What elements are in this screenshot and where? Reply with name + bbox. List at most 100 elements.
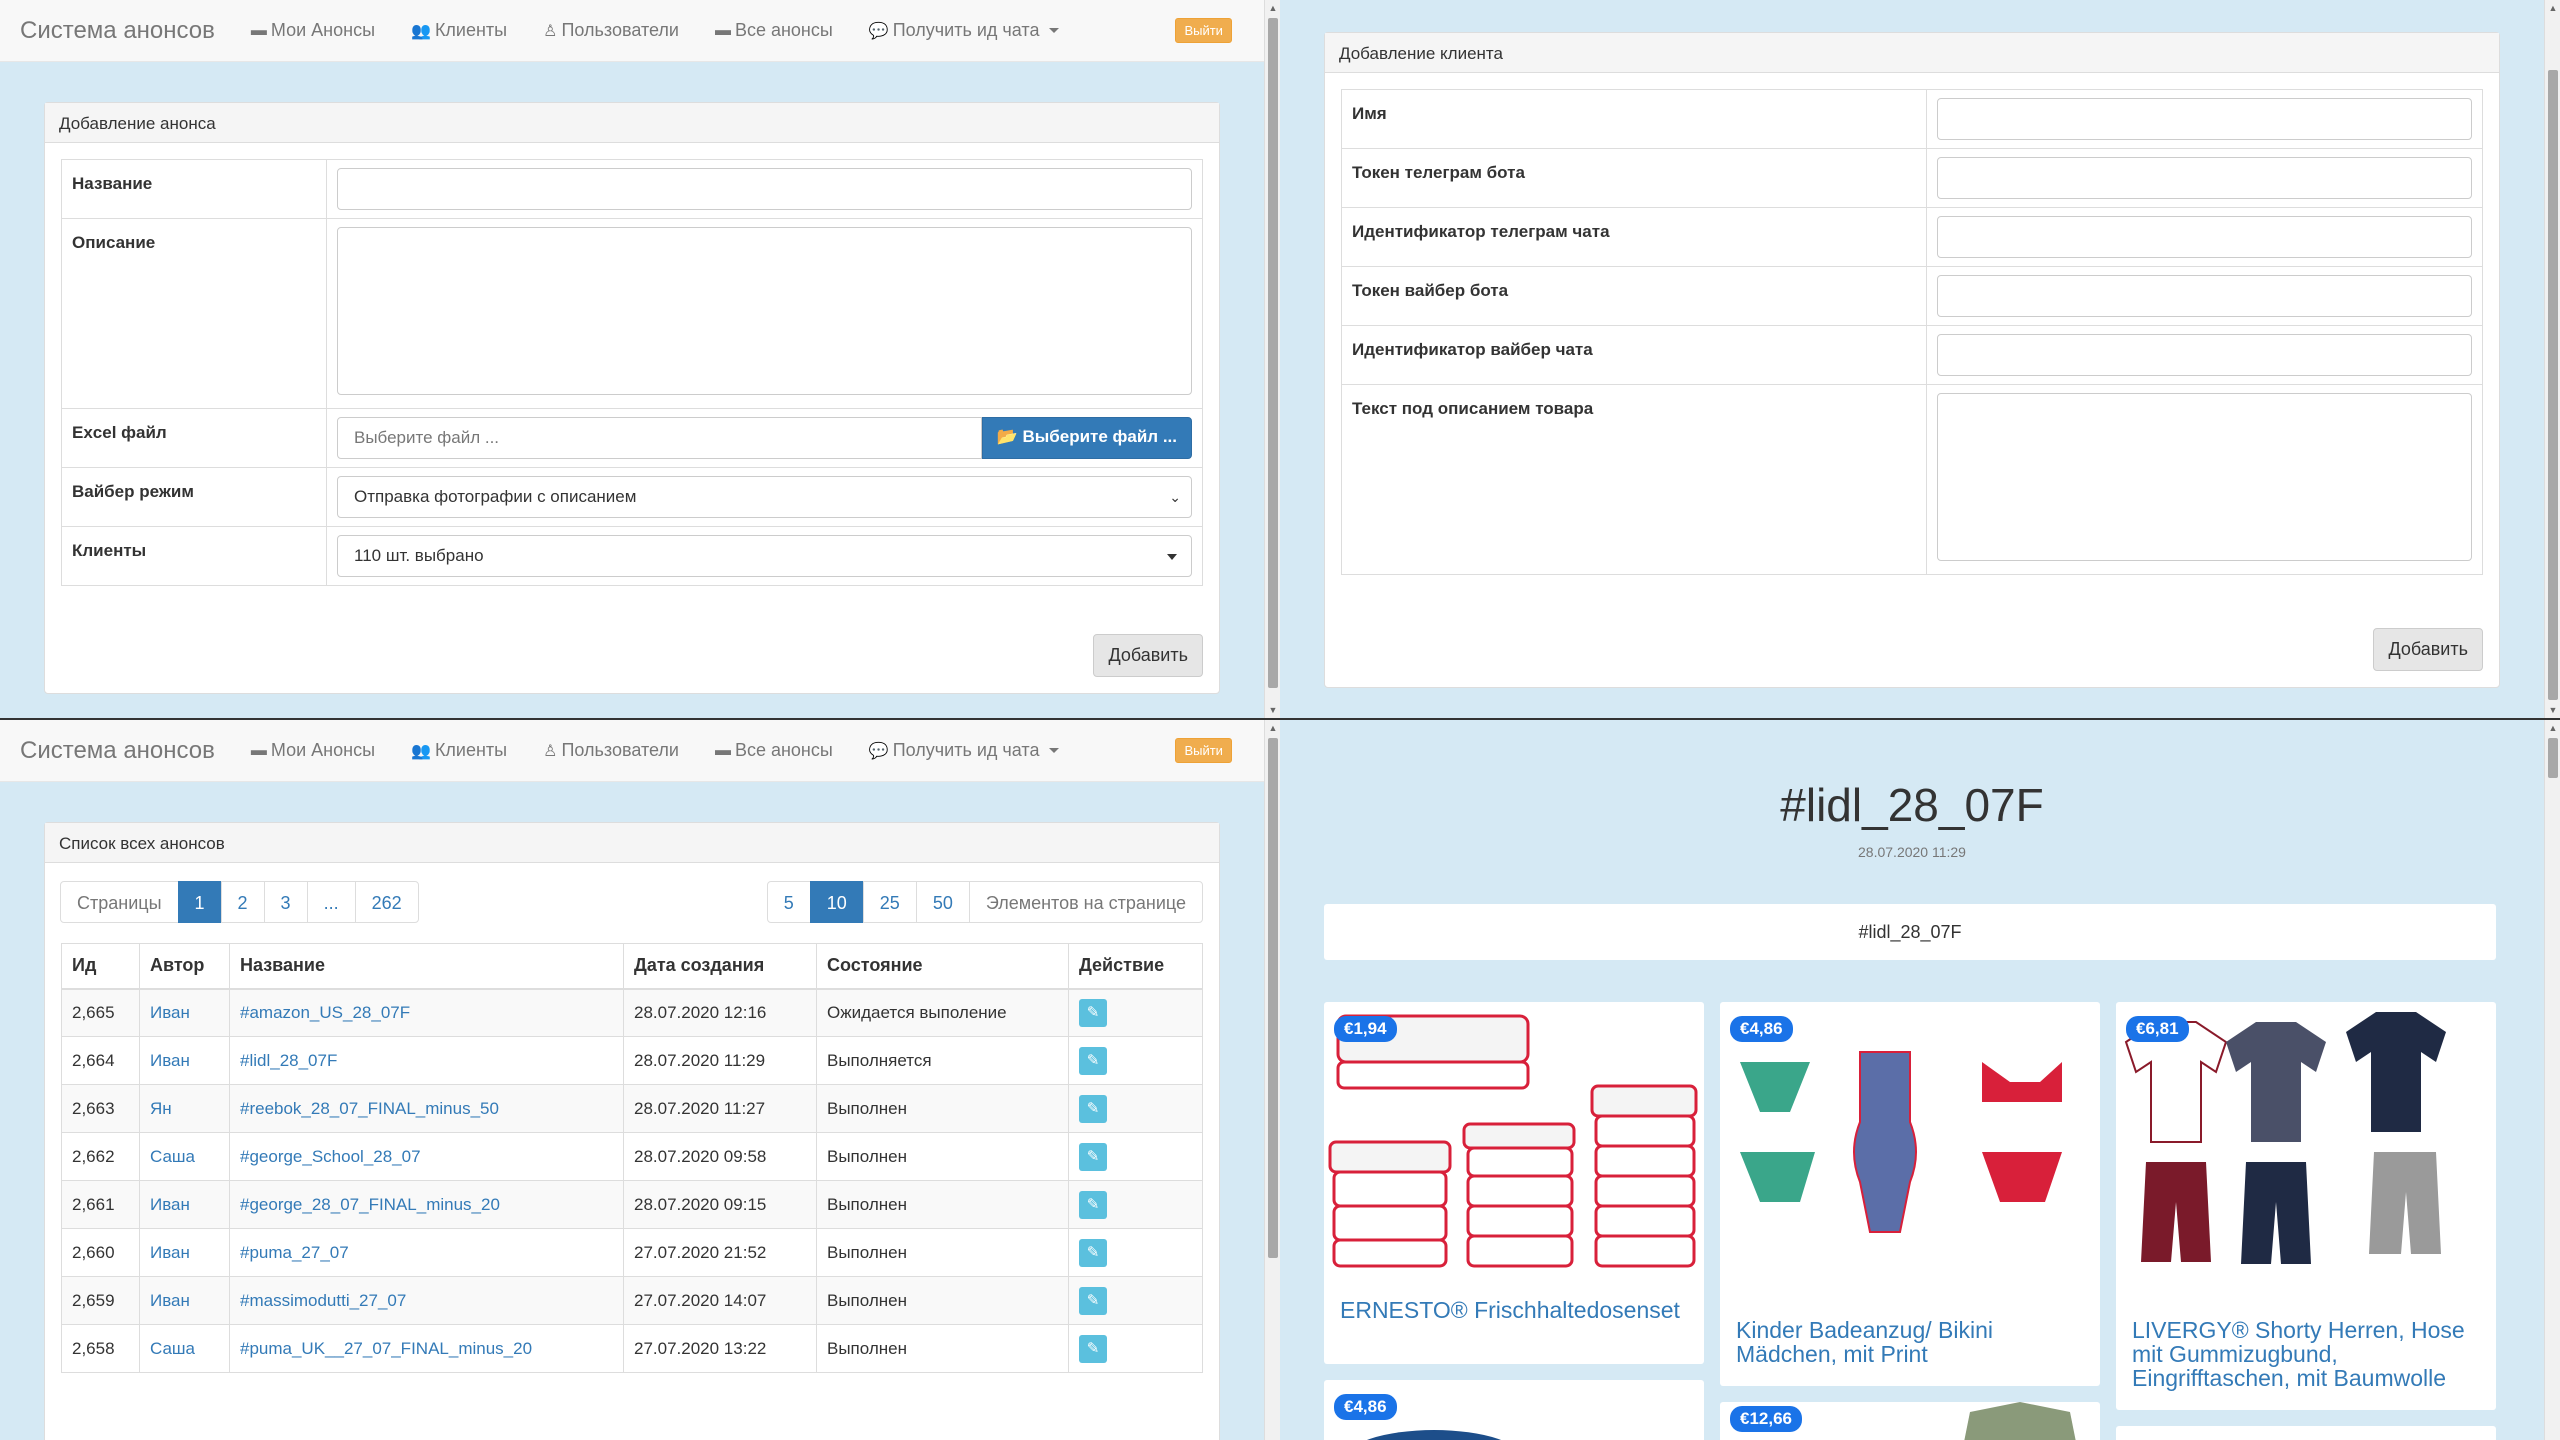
nav-get-chat-id[interactable]: 💬 Получить ид чата xyxy=(869,20,1060,41)
edit-icon[interactable]: ✎ xyxy=(1079,998,1107,1027)
row-name-cell: #lidl_28_07F xyxy=(229,1036,624,1085)
viber-bot-token-input[interactable] xyxy=(1937,275,2472,317)
nav-my-announces[interactable]: ▬ Мои Анонсы xyxy=(251,740,375,761)
col-author[interactable]: Автор xyxy=(139,943,230,990)
row-author[interactable]: Ян xyxy=(150,1098,172,1118)
row-state: Выполнен xyxy=(827,1338,907,1358)
name-input[interactable] xyxy=(337,168,1192,210)
viber-chat-id-input[interactable] xyxy=(1937,334,2472,376)
product-card[interactable]: €4,86 xyxy=(1324,1380,1704,1440)
row-author[interactable]: Иван xyxy=(150,1194,190,1214)
nav-my-announces[interactable]: ▬ Мои Анонсы xyxy=(251,20,375,41)
edit-icon[interactable]: ✎ xyxy=(1079,1190,1107,1219)
row-author[interactable]: Иван xyxy=(150,1290,190,1310)
scroll-down-icon[interactable]: ▼ xyxy=(1268,705,1278,715)
nav-all-announces[interactable]: ▬ Все анонсы xyxy=(715,740,833,761)
clients-multiselect[interactable]: 110 шт. выбрано xyxy=(337,535,1192,577)
scroll-down-icon[interactable]: ▼ xyxy=(2548,705,2558,715)
scrollbar[interactable]: ▲ ▼ xyxy=(1264,0,1280,718)
row-author[interactable]: Иван xyxy=(150,1002,190,1022)
table-row: 2,661 Иван #george_28_07_FINAL_minus_20 28.… xyxy=(61,1180,1203,1229)
page-link[interactable]: 2 xyxy=(220,881,265,923)
row-name[interactable]: #massimodutti_27_07 xyxy=(240,1290,407,1310)
viber-mode-label: Вайбер режим xyxy=(61,467,327,527)
product-card[interactable]: €1,94 ERNESTO® Frischhaltedosenset xyxy=(1324,1002,1704,1364)
scroll-thumb[interactable] xyxy=(2548,738,2558,778)
page-link[interactable]: 262 xyxy=(354,881,419,923)
nav-clients[interactable]: 👥 Клиенты xyxy=(411,740,507,761)
telegram-chat-id-input[interactable] xyxy=(1937,216,2472,258)
brand[interactable]: Система анонсов xyxy=(20,736,215,764)
logout-button[interactable]: Выйти xyxy=(1175,18,1232,43)
scrollbar[interactable]: ▲ xyxy=(1264,720,1280,1440)
col-state[interactable]: Состояние xyxy=(816,943,1069,990)
choose-file-button[interactable]: 📂 Выберите файл ... xyxy=(981,417,1192,459)
page-size-option[interactable]: 50 xyxy=(915,881,970,923)
scroll-up-icon[interactable]: ▲ xyxy=(1268,3,1278,13)
page-link[interactable]: 3 xyxy=(263,881,308,923)
row-name[interactable]: #lidl_28_07F xyxy=(240,1050,338,1070)
product-footer-textarea[interactable] xyxy=(1937,393,2472,561)
row-author[interactable]: Саша xyxy=(150,1338,196,1358)
col-date[interactable]: Дата создания xyxy=(623,943,817,990)
row-date-cell: 28.07.2020 12:16 xyxy=(623,988,817,1037)
product-title[interactable]: ERNESTO® Frischhaltedosenset xyxy=(1340,1297,1680,1323)
product-title[interactable]: Kinder Badeanzug/ Bikini Mädchen, mit Pr… xyxy=(1736,1317,1993,1367)
row-state-cell: Выполнен xyxy=(816,1132,1069,1181)
nav-users[interactable]: ♙ Пользователи xyxy=(543,740,679,761)
edit-icon[interactable]: ✎ xyxy=(1079,1046,1107,1075)
product-card[interactable]: €6,81 LIVERGY® Shorty Herren, Hose mit G… xyxy=(2116,1002,2496,1410)
scrollbar[interactable]: ▲ ▼ xyxy=(2544,0,2560,718)
row-name[interactable]: #george_28_07_FINAL_minus_20 xyxy=(240,1194,500,1214)
choose-file-label: Выберите файл ... xyxy=(1022,427,1177,446)
row-author[interactable]: Саша xyxy=(150,1146,196,1166)
page-link[interactable]: 1 xyxy=(177,881,222,923)
row-name[interactable]: #puma_27_07 xyxy=(240,1242,349,1262)
product-image xyxy=(1964,1402,2076,1440)
brand[interactable]: Система анонсов xyxy=(20,16,215,44)
scroll-up-icon[interactable]: ▲ xyxy=(1268,723,1278,733)
edit-icon[interactable]: ✎ xyxy=(1079,1094,1107,1123)
row-date: 28.07.2020 11:29 xyxy=(634,1050,766,1070)
nav-get-chat-id[interactable]: 💬 Получить ид чата xyxy=(869,740,1060,761)
scroll-thumb[interactable] xyxy=(1268,738,1278,1258)
nav-users[interactable]: ♙ Пользователи xyxy=(543,20,679,41)
row-author[interactable]: Иван xyxy=(150,1050,190,1070)
col-name[interactable]: Название xyxy=(229,943,624,990)
row-name[interactable]: #george_School_28_07 xyxy=(240,1146,421,1166)
client-name-input[interactable] xyxy=(1937,98,2472,140)
scroll-thumb[interactable] xyxy=(1268,18,1278,688)
nav-all-announces[interactable]: ▬ Все анонсы xyxy=(715,20,833,41)
edit-icon[interactable]: ✎ xyxy=(1079,1142,1107,1171)
product-card[interactable]: €4,86 Kinder Badeanzug/ Bikini Mädchen, … xyxy=(1720,1002,2100,1386)
edit-icon[interactable]: ✎ xyxy=(1079,1238,1107,1267)
page-size-option[interactable]: 25 xyxy=(862,881,917,923)
navbar: Система анонсов ▬ Мои Анонсы 👥 Клиенты ♙ По… xyxy=(0,0,1264,62)
row-name[interactable]: #amazon_US_28_07F xyxy=(240,1002,411,1022)
product-card[interactable]: €12,66 xyxy=(1720,1402,2100,1440)
logout-button[interactable]: Выйти xyxy=(1175,738,1232,763)
telegram-bot-token-input[interactable] xyxy=(1937,157,2472,199)
row-name[interactable]: #reebok_28_07_FINAL_minus_50 xyxy=(240,1098,499,1118)
product-card[interactable] xyxy=(2116,1426,2496,1440)
scrollbar[interactable]: ▲ xyxy=(2544,720,2560,1440)
folder-open-icon: 📂 xyxy=(996,427,1023,446)
edit-icon[interactable]: ✎ xyxy=(1079,1286,1107,1315)
folder-icon: ▬ xyxy=(250,21,267,39)
row-author[interactable]: Иван xyxy=(150,1242,190,1262)
file-path-field[interactable]: Выберите файл ... xyxy=(337,417,982,459)
col-id[interactable]: Ид xyxy=(61,943,140,990)
add-client-button[interactable]: Добавить xyxy=(2373,628,2483,671)
scroll-thumb[interactable] xyxy=(2548,70,2558,700)
scroll-up-icon[interactable]: ▲ xyxy=(2548,3,2558,13)
description-textarea[interactable] xyxy=(337,227,1192,395)
edit-icon[interactable]: ✎ xyxy=(1079,1334,1107,1363)
viber-mode-select[interactable]: Отправка фотографии с описанием ⌄ xyxy=(337,476,1192,518)
row-name[interactable]: #puma_UK__27_07_FINAL_minus_20 xyxy=(240,1338,533,1358)
nav-clients[interactable]: 👥 Клиенты xyxy=(411,20,507,41)
product-title[interactable]: LIVERGY® Shorty Herren, Hose mit Gummizu… xyxy=(2132,1317,2465,1391)
scroll-up-icon[interactable]: ▲ xyxy=(2548,723,2558,733)
page-size-option[interactable]: 10 xyxy=(809,881,864,923)
add-announce-button[interactable]: Добавить xyxy=(1093,634,1203,677)
page-size-option[interactable]: 5 xyxy=(766,881,811,923)
